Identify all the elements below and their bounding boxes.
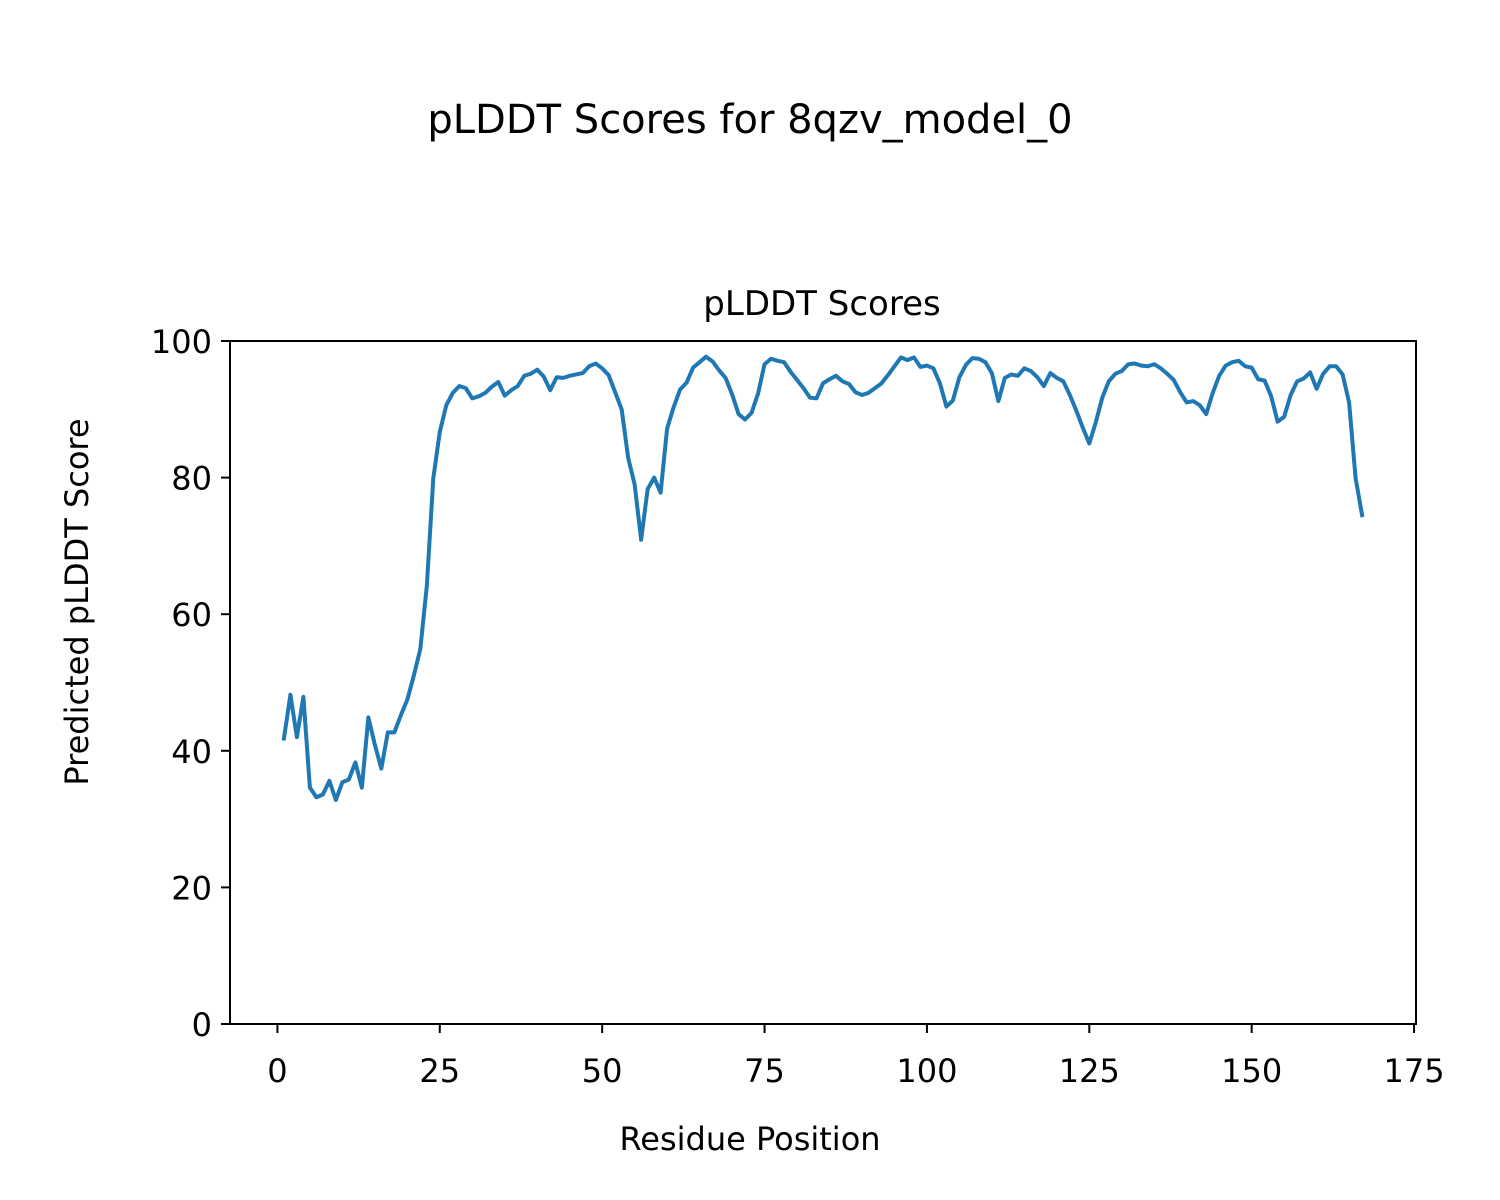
x-tick-label: 75 bbox=[744, 1052, 785, 1090]
x-tick-label: 150 bbox=[1221, 1052, 1282, 1090]
figure-suptitle: pLDDT Scores for 8qzv_model_0 bbox=[427, 97, 1072, 143]
x-tick-label: 125 bbox=[1059, 1052, 1120, 1090]
x-axis-ticks: 0 25 50 75 100 125 150 175 bbox=[267, 1024, 1445, 1090]
y-tick-label: 100 bbox=[151, 323, 212, 361]
x-tick-label: 25 bbox=[419, 1052, 460, 1090]
plot-area bbox=[281, 354, 1365, 802]
y-tick-label: 20 bbox=[171, 869, 212, 907]
y-tick-label: 80 bbox=[171, 460, 212, 498]
plddt-line bbox=[281, 354, 1365, 802]
chart-title: pLDDT Scores bbox=[703, 284, 940, 324]
x-axis-label: Residue Position bbox=[619, 1120, 880, 1158]
y-tick-label: 40 bbox=[171, 733, 212, 771]
y-tick-label: 0 bbox=[192, 1006, 212, 1044]
x-tick-label: 175 bbox=[1384, 1052, 1445, 1090]
y-tick-label: 60 bbox=[171, 596, 212, 634]
x-tick-label: 50 bbox=[582, 1052, 623, 1090]
y-axis-label: Predicted pLDDT Score bbox=[58, 418, 96, 785]
axes-frame bbox=[229, 340, 1417, 1025]
x-tick-label: 100 bbox=[896, 1052, 957, 1090]
y-axis-ticks: 0 20 40 60 80 100 bbox=[151, 323, 230, 1044]
x-tick-label: 0 bbox=[267, 1052, 287, 1090]
